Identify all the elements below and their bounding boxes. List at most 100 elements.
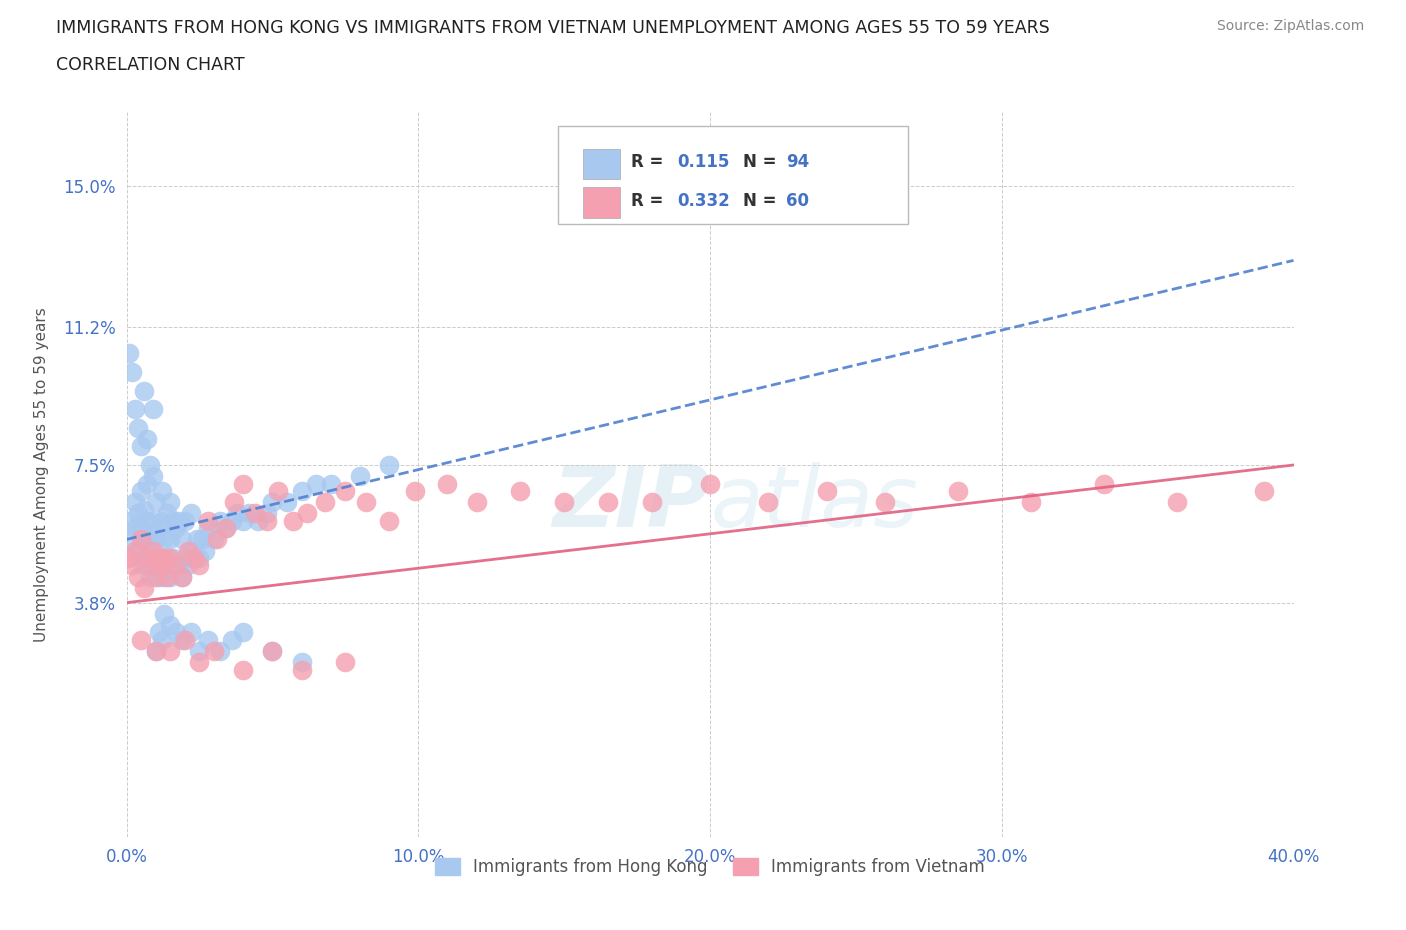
- Point: [335, 655, 357, 670]
- Point: [262, 495, 284, 510]
- Point: [197, 632, 219, 647]
- Point: [188, 551, 211, 565]
- Point: [145, 558, 167, 573]
- Point: [129, 484, 152, 498]
- Point: [136, 432, 159, 446]
- Point: [305, 476, 328, 491]
- Point: [202, 532, 225, 547]
- Point: [142, 402, 165, 417]
- Point: [232, 625, 254, 640]
- Point: [165, 521, 187, 536]
- Text: 94: 94: [786, 153, 808, 171]
- Point: [139, 558, 162, 573]
- Point: [232, 513, 254, 528]
- Point: [139, 532, 162, 547]
- Point: [232, 476, 254, 491]
- Point: [378, 513, 401, 528]
- Point: [145, 644, 167, 658]
- Point: [136, 551, 159, 565]
- Point: [640, 495, 664, 510]
- Point: [148, 521, 170, 536]
- Point: [314, 495, 336, 510]
- Point: [145, 569, 167, 584]
- Point: [191, 532, 214, 547]
- Point: [177, 543, 200, 558]
- Point: [165, 558, 187, 573]
- Point: [170, 632, 193, 647]
- Point: [267, 484, 290, 498]
- Point: [221, 632, 243, 647]
- Point: [197, 513, 219, 528]
- Point: [170, 569, 193, 584]
- Point: [150, 632, 173, 647]
- Point: [148, 551, 170, 565]
- Text: atlas: atlas: [710, 462, 918, 545]
- Point: [465, 495, 488, 510]
- Text: ZIP: ZIP: [553, 462, 710, 545]
- FancyBboxPatch shape: [583, 149, 620, 179]
- Point: [699, 476, 721, 491]
- Point: [256, 513, 278, 528]
- Text: 60: 60: [786, 192, 808, 210]
- Point: [153, 569, 176, 584]
- Point: [354, 495, 377, 510]
- Point: [509, 484, 531, 498]
- Point: [215, 521, 238, 536]
- Point: [156, 551, 179, 565]
- Point: [174, 632, 197, 647]
- Point: [124, 543, 146, 558]
- Point: [180, 625, 202, 640]
- Point: [188, 558, 211, 573]
- Point: [150, 558, 173, 573]
- Point: [129, 439, 152, 454]
- Point: [118, 346, 141, 361]
- Point: [150, 513, 173, 528]
- Point: [153, 532, 176, 547]
- Point: [156, 569, 179, 584]
- Point: [156, 506, 179, 521]
- Point: [1253, 484, 1275, 498]
- Point: [127, 420, 149, 435]
- Y-axis label: Unemployment Among Ages 55 to 59 years: Unemployment Among Ages 55 to 59 years: [34, 307, 49, 642]
- Point: [183, 551, 205, 565]
- Point: [335, 484, 357, 498]
- Point: [162, 551, 184, 565]
- Point: [132, 558, 155, 573]
- Point: [170, 532, 193, 547]
- Point: [124, 495, 146, 510]
- Point: [150, 484, 173, 498]
- Point: [281, 513, 304, 528]
- Point: [174, 513, 197, 528]
- Point: [145, 495, 167, 510]
- Point: [121, 558, 143, 573]
- Point: [946, 484, 969, 498]
- Point: [142, 469, 165, 484]
- Point: [129, 551, 152, 565]
- Point: [221, 513, 243, 528]
- Point: [215, 521, 238, 536]
- Point: [165, 625, 187, 640]
- Point: [159, 569, 181, 584]
- Point: [142, 551, 165, 565]
- Point: [145, 532, 167, 547]
- Point: [118, 551, 141, 565]
- Point: [436, 476, 458, 491]
- Point: [121, 365, 143, 379]
- Point: [875, 495, 897, 510]
- Point: [205, 532, 228, 547]
- Point: [129, 532, 152, 547]
- Point: [136, 513, 159, 528]
- Point: [290, 655, 312, 670]
- Text: Source: ZipAtlas.com: Source: ZipAtlas.com: [1216, 19, 1364, 33]
- Point: [276, 495, 298, 510]
- Text: R =: R =: [631, 192, 664, 210]
- Point: [142, 513, 165, 528]
- Point: [129, 632, 152, 647]
- Point: [121, 532, 143, 547]
- Point: [262, 644, 284, 658]
- Point: [139, 569, 162, 584]
- Point: [127, 569, 149, 584]
- Point: [153, 606, 176, 621]
- Point: [1166, 495, 1188, 510]
- Point: [256, 506, 278, 521]
